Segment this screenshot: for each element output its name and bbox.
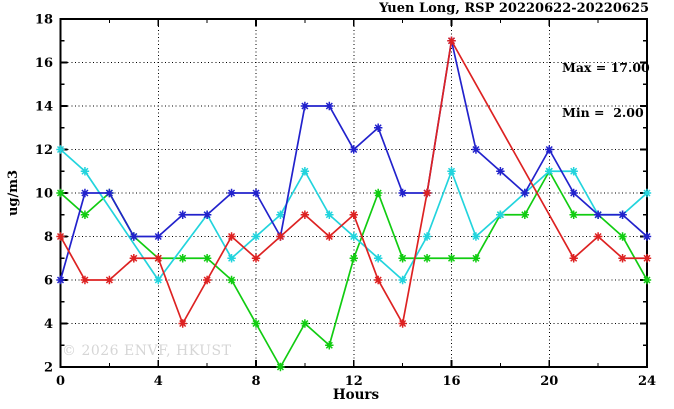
svg-text:8: 8 [44, 230, 53, 245]
svg-text:6: 6 [44, 274, 53, 289]
svg-text:24: 24 [638, 374, 656, 389]
svg-text:10: 10 [35, 187, 53, 202]
svg-text:16: 16 [35, 56, 53, 71]
svg-text:12: 12 [345, 374, 363, 389]
series-cyan [56, 145, 652, 285]
grid-lines [60, 19, 647, 367]
series-green [56, 167, 652, 372]
x-tick-labels: 0 4 8 12 16 20 24 [56, 374, 656, 389]
x-axis-label: Hours [332, 387, 380, 403]
svg-text:0: 0 [56, 374, 65, 389]
legend-stats-box: Max = 17.00 Min = 2.00 [562, 30, 650, 150]
svg-text:4: 4 [154, 374, 163, 389]
svg-text:14: 14 [35, 100, 53, 115]
series-red [56, 36, 652, 328]
legend-max-value: Max = 17.00 [562, 60, 650, 75]
chart-title: Yuen Long, RSP 20220622-20220625 [379, 1, 649, 16]
svg-text:18: 18 [35, 13, 53, 28]
svg-text:12: 12 [35, 143, 53, 158]
legend-min-value: Min = 2.00 [562, 105, 644, 120]
y-axis-label: ug/m3 [6, 169, 21, 217]
svg-text:16: 16 [442, 374, 460, 389]
series-blue [56, 36, 652, 285]
svg-text:8: 8 [251, 374, 260, 389]
svg-text:4: 4 [44, 317, 53, 332]
svg-text:2: 2 [44, 361, 53, 376]
svg-text:20: 20 [540, 374, 558, 389]
y-tick-labels: 2 4 6 8 10 12 14 16 18 [35, 13, 53, 376]
watermark-text: © 2026 ENVF, HKUST [62, 343, 232, 359]
